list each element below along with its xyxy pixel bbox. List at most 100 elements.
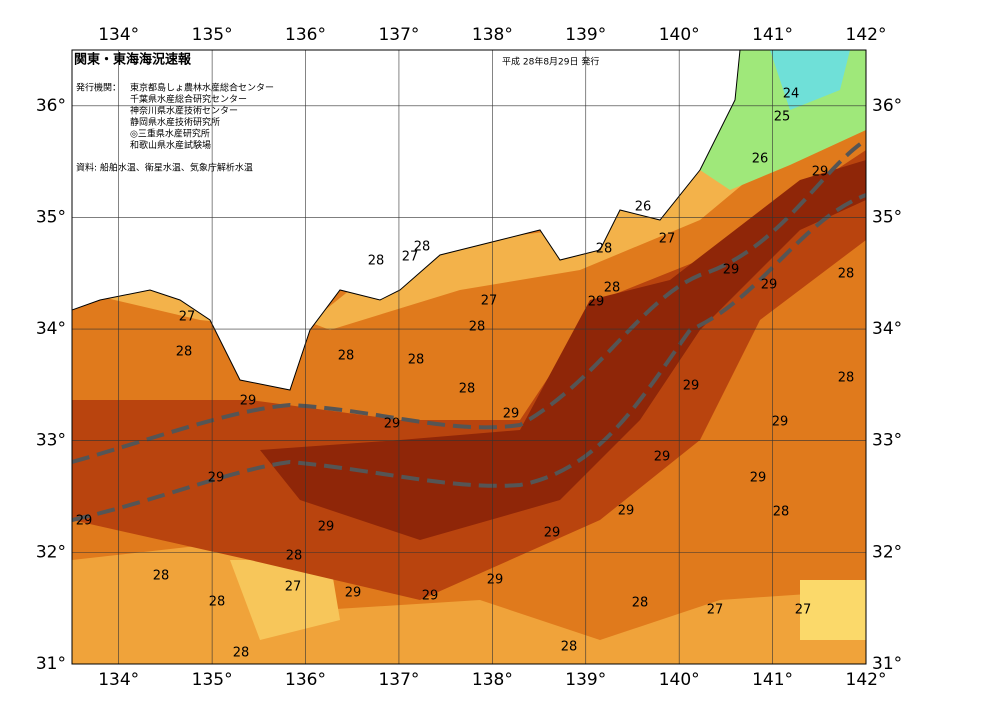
- contour-label: 29: [812, 165, 829, 180]
- contour-label: 29: [208, 471, 225, 486]
- contour-label: 27: [481, 294, 498, 309]
- title: 関東・東海海況速報: [74, 52, 192, 68]
- contour-label: 28: [561, 640, 578, 655]
- contour-label: 28: [338, 349, 355, 364]
- frame: [71, 49, 867, 665]
- contour-label: 29: [723, 263, 740, 278]
- contour-label: 27: [795, 603, 812, 618]
- kuroshio-band: [72, 150, 866, 600]
- lon-label-top: 139°: [565, 25, 606, 45]
- lon-label-top: 136°: [285, 25, 326, 45]
- contour-label: 29: [384, 417, 401, 432]
- kuroshio-axis: [72, 138, 866, 464]
- lat-label-right: 34°: [872, 319, 902, 339]
- contour-label: 28: [414, 240, 431, 255]
- lon-label-top: 138°: [472, 25, 513, 45]
- source: 資料: 船舶水温、衛星水温、気象庁解析水温: [76, 162, 253, 174]
- lat-label-right: 36°: [872, 96, 902, 116]
- contour-label: 27: [179, 310, 196, 325]
- lon-label-top: 140°: [659, 25, 700, 45]
- contour-label: 28: [604, 281, 621, 296]
- contour-label: 29: [318, 520, 335, 535]
- lon-label-top: 141°: [752, 25, 793, 45]
- lon-label-bottom: 134°: [98, 670, 139, 690]
- contour-label: 27: [659, 232, 676, 247]
- contour-label: 29: [422, 589, 439, 604]
- contour-label: 28: [838, 371, 855, 386]
- lat-label-left: 34°: [36, 319, 66, 339]
- contour-label: 28: [408, 353, 425, 368]
- contour-label: 29: [544, 526, 561, 541]
- issuer-heading: 発行機関：: [76, 82, 121, 94]
- lat-label-right: 31°: [872, 654, 902, 674]
- cool-patch: [230, 560, 340, 640]
- kuroshio-core: [260, 160, 866, 540]
- contour-label: 25: [774, 110, 791, 125]
- lon-label-top: 137°: [378, 25, 419, 45]
- lat-label-left: 33°: [36, 431, 66, 451]
- contour-label: 28: [838, 267, 855, 282]
- contour-label: 28: [773, 505, 790, 520]
- contour-label: 27: [707, 603, 724, 618]
- contour-label: 29: [345, 586, 362, 601]
- lon-label-bottom: 138°: [472, 670, 513, 690]
- contour-label: 27: [285, 580, 302, 595]
- contour-label: 29: [750, 471, 767, 486]
- lat-label-right: 32°: [872, 542, 902, 562]
- sea-surface: [72, 50, 866, 664]
- lon-label-top: 135°: [192, 25, 233, 45]
- contour-label: 28: [469, 320, 486, 335]
- contour-label: 29: [761, 278, 778, 293]
- lat-label-left: 32°: [36, 542, 66, 562]
- contour-label: 29: [618, 504, 635, 519]
- contour-label: 27: [402, 250, 419, 265]
- kuroshio-axis: [72, 193, 866, 522]
- lon-label-top: 142°: [846, 25, 887, 45]
- contour-label: 28: [153, 569, 170, 584]
- lon-label-bottom: 137°: [378, 670, 419, 690]
- contour-label: 29: [654, 450, 671, 465]
- contour-label: 28: [368, 254, 385, 269]
- lon-label-bottom: 141°: [752, 670, 793, 690]
- lon-label-bottom: 135°: [192, 670, 233, 690]
- issuer: 東京都島しょ農林水産総合センター: [130, 82, 274, 94]
- lat-label-left: 36°: [36, 96, 66, 116]
- cold-zone: [770, 50, 850, 110]
- issuer-list: 東京都島しょ農林水産総合センター千葉県水産総合研究センター神奈川県水産技術センタ…: [130, 82, 274, 152]
- land: [72, 50, 741, 391]
- issuer: 和歌山県水産試験場: [130, 139, 211, 151]
- contour-label: 28: [596, 242, 613, 257]
- contour-label: 28: [233, 646, 250, 661]
- issuer: ◎三重県水産研究所: [130, 128, 210, 140]
- issuer: 千葉県水産総合研究センター: [130, 93, 247, 105]
- contour-label: 29: [772, 415, 789, 430]
- lon-label-bottom: 136°: [285, 670, 326, 690]
- contour-label: 29: [240, 394, 257, 409]
- contour-label: 26: [635, 200, 652, 215]
- lon-label-bottom: 142°: [846, 670, 887, 690]
- graticule: [72, 50, 866, 664]
- issuer: 静岡県水産技術研究所: [130, 116, 220, 128]
- contour-label: 28: [176, 345, 193, 360]
- contour-label: 28: [286, 549, 303, 564]
- lat-label-right: 35°: [872, 207, 902, 227]
- contour-label: 29: [683, 379, 700, 394]
- lat-label-right: 33°: [872, 431, 902, 451]
- contour-label: 24: [783, 87, 800, 102]
- cool-patch: [800, 580, 866, 640]
- contour-label: 29: [487, 573, 504, 588]
- issue-date: 平成 28年8月29日 発行: [502, 56, 599, 68]
- contour-label: 28: [209, 595, 226, 610]
- lon-label-bottom: 139°: [565, 670, 606, 690]
- contour-label: 26: [752, 152, 769, 167]
- lat-label-left: 35°: [36, 207, 66, 227]
- contour-label: 29: [503, 407, 520, 422]
- lon-label-bottom: 140°: [659, 670, 700, 690]
- lon-label-top: 134°: [98, 25, 139, 45]
- lat-label-left: 31°: [36, 654, 66, 674]
- contour-label: 29: [588, 295, 605, 310]
- contour-label: 29: [76, 514, 93, 529]
- issuer: 神奈川県水産技術センター: [130, 105, 238, 117]
